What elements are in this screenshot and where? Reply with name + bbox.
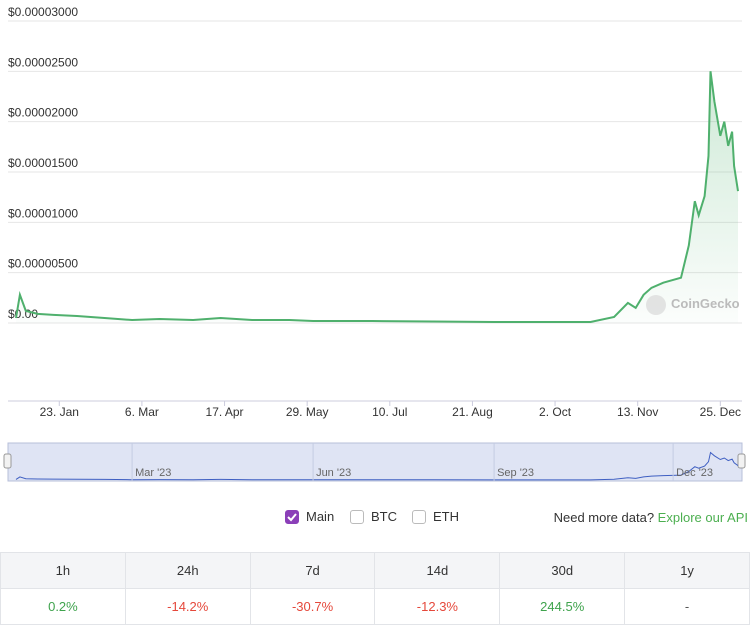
column-header: 7d	[249, 552, 376, 589]
x-tick-label: 25. Dec	[700, 405, 741, 419]
navigator-handle[interactable]	[737, 453, 746, 469]
change-cell: -12.3%	[374, 588, 501, 625]
change-cell: -14.2%	[124, 588, 251, 625]
watermark-logo	[646, 295, 666, 315]
y-tick-label: $0.00001000	[8, 206, 78, 220]
checkbox-option[interactable]: BTC	[350, 509, 397, 524]
check-icon	[287, 512, 297, 521]
column-header: 14d	[374, 552, 501, 589]
navigator-line	[15, 451, 739, 481]
api-link[interactable]: Explore our API	[657, 510, 748, 525]
change-cell: -30.7%	[249, 588, 376, 625]
y-tick-label: $0.00003000	[8, 5, 78, 19]
more-data: Need more data? Explore our API	[554, 510, 748, 525]
x-tick-label: 21. Aug	[452, 405, 493, 419]
controls: Main BTC ETH Need more data? Explore our AP…	[0, 507, 750, 529]
y-tick-label: $0.00001500	[8, 156, 78, 170]
x-tick-label: 10. Jul	[372, 405, 407, 419]
navigator-handle[interactable]	[3, 453, 12, 469]
table-row: 0.2% -14.2% -30.7% -12.3% 244.5% -	[0, 588, 750, 625]
y-tick-label: $0.00002500	[8, 55, 78, 69]
x-tick-label: 6. Mar	[125, 405, 159, 419]
navigator-label: Dec '23	[676, 467, 713, 479]
chart: $0.00$0.00000500$0.00001000$0.00001500$0…	[3, 5, 746, 482]
x-tick-label: 17. Apr	[206, 405, 244, 419]
y-tick-label: $0.00002000	[8, 106, 78, 120]
change-cell: -	[624, 588, 750, 625]
checkbox[interactable]	[350, 509, 364, 524]
x-tick-label: 29. May	[286, 405, 329, 419]
checkbox-label: ETH	[433, 509, 459, 524]
change-cell: 244.5%	[499, 588, 626, 625]
checkbox[interactable]	[285, 509, 299, 524]
column-header: 24h	[124, 552, 251, 589]
checkbox[interactable]	[412, 509, 426, 524]
checkbox-label: Main	[306, 509, 335, 524]
navigator-label: Jun '23	[316, 467, 351, 479]
navigator[interactable]	[7, 442, 743, 482]
checkbox-label: BTC	[371, 509, 397, 524]
column-header: 30d	[499, 552, 626, 589]
checkbox-option[interactable]: Main	[285, 509, 334, 524]
column-header: 1y	[624, 552, 750, 589]
navigator-label: Sep '23	[497, 467, 534, 479]
x-tick-label: 2. Oct	[539, 405, 572, 419]
navigator-label: Mar '23	[135, 467, 171, 479]
column-header: 1h	[0, 552, 126, 589]
area	[16, 71, 739, 323]
change-cell: 0.2%	[0, 588, 126, 625]
prompt: Need more data?	[553, 510, 655, 525]
x-tick-label: 13. Nov	[617, 405, 658, 419]
y-tick-label: $0.00000500	[8, 257, 78, 271]
change-table: 1h 24h 7d 14d 30d 1y 0.2% -14.2% -30.7% -12.3% 244…	[0, 552, 750, 625]
watermark: CoinGecko	[671, 296, 740, 311]
x-tick-label: 23. Jan	[40, 405, 79, 419]
price-line	[15, 71, 739, 323]
checkbox-option[interactable]: ETH	[412, 509, 459, 524]
